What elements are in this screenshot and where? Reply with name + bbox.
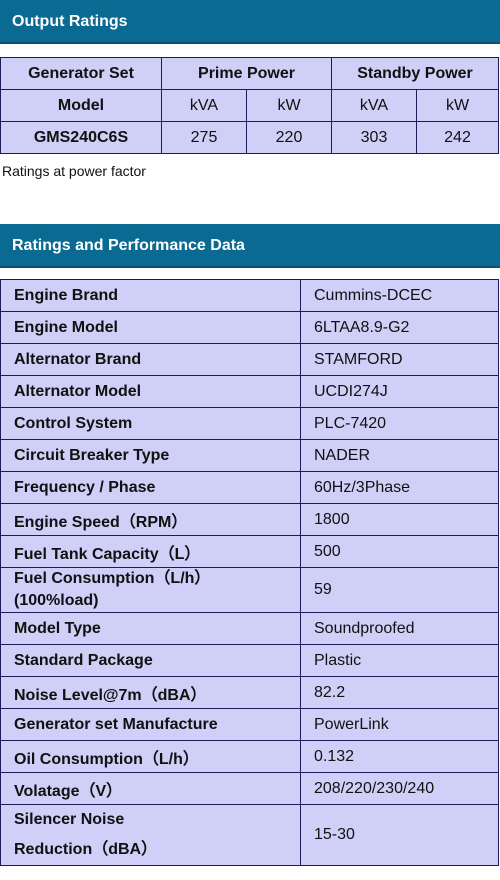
table-row: Model Type Soundproofed <box>0 612 499 645</box>
row-value: STAMFORD <box>300 343 499 376</box>
row-label-line-1: Fuel Consumption（L/h） <box>14 570 211 587</box>
row-label: Oil Consumption（L/h） <box>0 740 301 773</box>
row-value: 1800 <box>300 503 499 536</box>
row-value: PowerLink <box>300 708 499 741</box>
row-value: 15-30 <box>300 804 499 866</box>
prime-kva-unit: kVA <box>161 89 247 122</box>
model-header-cell: Generator Set <box>0 57 162 90</box>
standby-kw-value: 242 <box>416 121 499 154</box>
row-label: Alternator Model <box>0 375 301 408</box>
table-row: Oil Consumption（L/h） 0.132 <box>0 740 499 773</box>
row-value: Cummins-DCEC <box>300 279 499 312</box>
row-label: Fuel Tank Capacity（L） <box>0 535 301 568</box>
output-ratings-header: Output Ratings <box>0 0 500 44</box>
row-label-line-2: (100%load) <box>14 592 99 609</box>
row-label: Engine Brand <box>0 279 301 312</box>
row-label-line-2: Reduction（dBA） <box>14 841 158 858</box>
row-label: Model Type <box>0 612 301 645</box>
row-label: Engine Model <box>0 311 301 344</box>
table-row: Control System PLC-7420 <box>0 407 499 440</box>
table-row: Volatage（V） 208/220/230/240 <box>0 772 499 805</box>
row-label: Control System <box>0 407 301 440</box>
row-label: Alternator Brand <box>0 343 301 376</box>
model-header-cell-2: Model <box>0 89 162 122</box>
table-row: Alternator Model UCDI274J <box>0 375 499 408</box>
row-value: 208/220/230/240 <box>300 772 499 805</box>
table-row: Standard Package Plastic <box>0 644 499 677</box>
performance-header: Ratings and Performance Data <box>0 224 500 268</box>
row-value: 59 <box>300 567 499 613</box>
row-label: Fuel Consumption（L/h） (100%load) <box>0 567 301 613</box>
table-row: Fuel Consumption（L/h） (100%load) 59 <box>0 567 499 613</box>
row-value: 60Hz/3Phase <box>300 471 499 504</box>
row-value: UCDI274J <box>300 375 499 408</box>
prime-kw-value: 220 <box>246 121 332 154</box>
row-label: Frequency / Phase <box>0 471 301 504</box>
row-label: Volatage（V） <box>0 772 301 805</box>
model-value: GMS240C6S <box>0 121 162 154</box>
row-label: Engine Speed（RPM） <box>0 503 301 536</box>
row-label: Generator set Manufacture <box>0 708 301 741</box>
table-row: Engine Model 6LTAA8.9-G2 <box>0 311 499 344</box>
row-value: 82.2 <box>300 676 499 709</box>
standby-kw-unit: kW <box>416 89 499 122</box>
table-row: Generator set Manufacture PowerLink <box>0 708 499 741</box>
prime-kva-value: 275 <box>161 121 247 154</box>
table-row: Circuit Breaker Type NADER <box>0 439 499 472</box>
table-row: Engine Speed（RPM） 1800 <box>0 503 499 536</box>
standby-power-header: Standby Power <box>331 57 499 90</box>
table-row: Fuel Tank Capacity（L） 500 <box>0 535 499 568</box>
standby-kva-value: 303 <box>331 121 417 154</box>
table-row: Frequency / Phase 60Hz/3Phase <box>0 471 499 504</box>
prime-power-header: Prime Power <box>161 57 332 90</box>
row-value: NADER <box>300 439 499 472</box>
ratings-caption: Ratings at power factor <box>2 163 146 179</box>
row-label-line-1: Silencer Noise <box>14 811 125 828</box>
row-label: Noise Level@7m（dBA） <box>0 676 301 709</box>
table-row: Alternator Brand STAMFORD <box>0 343 499 376</box>
row-value: Soundproofed <box>300 612 499 645</box>
row-label: Circuit Breaker Type <box>0 439 301 472</box>
row-label: Standard Package <box>0 644 301 677</box>
standby-kva-unit: kVA <box>331 89 417 122</box>
output-ratings-table: Generator Set Prime Power Standby Power … <box>0 57 499 154</box>
prime-kw-unit: kW <box>246 89 332 122</box>
table-row: Engine Brand Cummins-DCEC <box>0 279 499 312</box>
row-value: 6LTAA8.9-G2 <box>300 311 499 344</box>
table-row: Noise Level@7m（dBA） 82.2 <box>0 676 499 709</box>
row-value: Plastic <box>300 644 499 677</box>
row-value: 500 <box>300 535 499 568</box>
row-value: PLC-7420 <box>300 407 499 440</box>
performance-table: Engine Brand Cummins-DCEC Engine Model 6LT… <box>0 279 499 866</box>
row-value: 0.132 <box>300 740 499 773</box>
table-row: Silencer Noise Reduction（dBA） 15-30 <box>0 804 499 866</box>
row-label: Silencer Noise Reduction（dBA） <box>0 804 301 866</box>
